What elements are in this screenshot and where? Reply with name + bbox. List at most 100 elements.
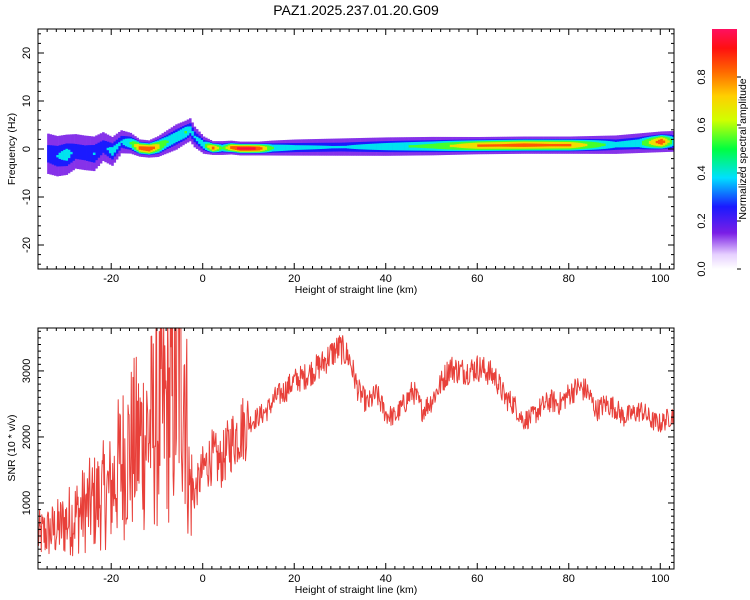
heatmap-cell <box>214 145 217 151</box>
heatmap-cell <box>191 131 194 136</box>
heatmap-cell <box>159 141 162 150</box>
heatmap-cell <box>438 143 441 149</box>
heatmap-cell <box>493 144 496 147</box>
heatmap-cell <box>399 142 403 151</box>
heatmap-cell <box>177 130 181 141</box>
heatmap-cell <box>463 143 467 149</box>
heatmap-cell <box>452 144 455 148</box>
heatmap-cell <box>56 155 59 158</box>
heatmap-cell <box>111 147 114 156</box>
heatmap-cell <box>506 143 510 147</box>
heatmap-cell <box>529 143 533 147</box>
heatmap-cell <box>527 143 531 147</box>
heatmap-cell <box>404 142 407 151</box>
heatmap-cell <box>664 138 668 145</box>
heatmap-cell <box>131 141 135 148</box>
heatmap-cell <box>90 145 94 163</box>
snr-x-tick-label: 40 <box>380 573 392 585</box>
heatmap-cell <box>193 135 197 139</box>
heatmap-cell <box>209 145 213 150</box>
heatmap-cell <box>536 143 540 147</box>
heatmap-cell <box>479 144 483 147</box>
heatmap-cell <box>312 145 316 150</box>
heatmap-cell <box>623 140 627 148</box>
heatmap-cell <box>339 145 343 149</box>
heatmap-cell <box>168 135 171 146</box>
heatmap-cell <box>390 142 393 151</box>
heatmap-cell <box>108 147 112 154</box>
heatmap-cell <box>79 144 82 160</box>
heatmap-cell <box>619 141 622 148</box>
snr-axes: -20 0 20 40 60 80 100 1000 2000 3000 <box>21 328 674 585</box>
snr-x-tick-label: -20 <box>103 573 119 585</box>
spectrogram-x-tick-label: 0 <box>200 273 206 285</box>
heatmap-cell <box>102 140 105 153</box>
heatmap-cell <box>161 140 165 148</box>
heatmap-cell <box>369 143 373 150</box>
heatmap-cell <box>337 145 341 149</box>
heatmap-cell <box>305 145 309 150</box>
heatmap-cell <box>291 145 295 151</box>
snr-x-tick-label: 100 <box>651 573 669 585</box>
heatmap-cell <box>374 143 377 150</box>
heatmap-cell <box>577 142 581 148</box>
heatmap-cell <box>83 145 87 161</box>
snr-x-tick-label: 0 <box>200 573 206 585</box>
heatmap-cell <box>436 143 439 149</box>
heatmap-cell <box>243 147 247 150</box>
heatmap-cell <box>230 146 233 149</box>
heatmap-cell <box>156 144 160 149</box>
heatmap-cell <box>461 143 464 148</box>
heatmap-cell <box>571 142 574 149</box>
heatmap-cell <box>609 141 613 149</box>
heatmap-cell <box>275 144 279 152</box>
heatmap-cell <box>225 146 229 149</box>
heatmap-cell <box>145 146 149 152</box>
heatmap-cell <box>655 140 659 144</box>
heatmap-cell <box>346 145 350 149</box>
heatmap-cell <box>534 143 538 147</box>
heatmap-cell <box>113 145 117 153</box>
heatmap-cell <box>520 143 524 147</box>
heatmap-cell <box>580 143 583 147</box>
heatmap-cell <box>88 145 91 162</box>
heatmap-cell <box>188 126 192 134</box>
heatmap-cell <box>221 146 224 150</box>
heatmap-cell <box>287 144 290 151</box>
heatmap-cell <box>545 143 549 147</box>
heatmap-cell <box>410 145 414 148</box>
heatmap-cell <box>401 142 405 151</box>
heatmap-cell <box>667 140 670 143</box>
heatmap-cell <box>202 141 206 149</box>
colorbar-tick-label: 0.0 <box>696 261 708 276</box>
heatmap-cell <box>573 142 576 148</box>
spectrogram-x-tick-label: 100 <box>651 273 669 285</box>
heatmap-cell <box>104 140 107 155</box>
heatmap-cell <box>614 141 618 148</box>
snr-y-tick-label: 1000 <box>21 491 33 515</box>
colorbar-gradient <box>712 29 737 269</box>
spectrogram-x-tick-label: -20 <box>103 273 119 285</box>
heatmap-cell <box>323 145 327 149</box>
heatmap-cell <box>447 142 451 150</box>
heatmap-cell <box>298 145 302 150</box>
spectrogram-x-tick-label: 20 <box>288 273 300 285</box>
heatmap-cell <box>266 145 270 151</box>
heatmap-cell <box>362 144 366 150</box>
heatmap-cell <box>671 136 674 146</box>
heatmap-cell <box>319 145 322 150</box>
figure-title: PAZ1.2025.237.01.20.G09 <box>273 2 439 18</box>
heatmap-cell <box>81 145 85 160</box>
snr-x-tick-label: 80 <box>563 573 575 585</box>
heatmap-cell <box>122 139 126 146</box>
heatmap-cell <box>632 139 636 148</box>
heatmap-cell <box>211 146 215 150</box>
heatmap-cell <box>154 144 158 151</box>
heatmap-cell <box>495 144 499 147</box>
colorbar-tick-label: 0.8 <box>696 69 708 84</box>
heatmap-cell <box>422 144 425 149</box>
heatmap-cell <box>166 140 169 143</box>
snr-x-axis-title: Height of straight line (km) <box>295 584 418 596</box>
heatmap-cell <box>657 139 661 145</box>
heatmap-cell <box>115 143 119 150</box>
